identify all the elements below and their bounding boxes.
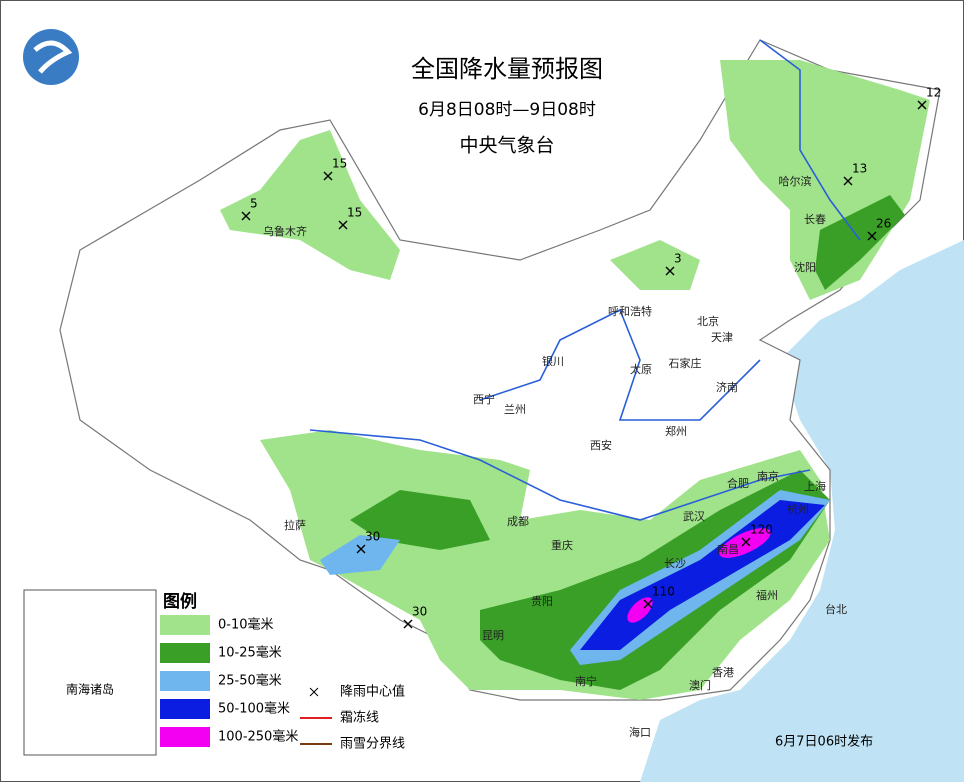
city-label: 武汉	[683, 510, 705, 523]
legend-symbol-label: 雨雪分界线	[340, 737, 405, 752]
city-label: 海口	[629, 725, 651, 739]
center-value: 13	[852, 162, 867, 176]
city-label: 贵阳	[531, 595, 553, 608]
sea	[640, 240, 964, 782]
legend-label: 50-100毫米	[218, 701, 290, 717]
city-label: 北京	[697, 314, 719, 328]
center-cross	[241, 211, 251, 221]
center-cross	[338, 220, 348, 230]
city-label: 福州	[756, 588, 778, 602]
city-label: 台北	[825, 602, 847, 616]
inset-label: 南海诸岛	[66, 682, 114, 697]
centers: 12 13 26 3 15 15 5 30 30 110 120	[241, 86, 941, 629]
city-label: 重庆	[551, 538, 573, 552]
city-label: 合肥	[727, 476, 749, 490]
city-label: 南京	[757, 469, 779, 483]
center-value: 26	[876, 217, 891, 231]
center-cross	[643, 599, 653, 609]
logo	[23, 29, 79, 85]
center-cross	[665, 266, 675, 276]
legend-swatch	[160, 699, 210, 719]
city-label: 兰州	[504, 403, 526, 416]
center-cross	[403, 619, 413, 629]
city-label: 南宁	[575, 674, 597, 688]
legend-swatch	[160, 671, 210, 691]
center-value: 15	[347, 206, 362, 220]
legend-symbol	[309, 687, 319, 697]
center-value: 110	[652, 585, 675, 599]
city-label: 西安	[590, 438, 612, 452]
center-value: 5	[250, 197, 258, 211]
legend: 0-10毫米 10-25毫米 25-50毫米 50-100毫米 100-250毫米 降雨中…	[160, 615, 405, 752]
city-label: 香港	[712, 666, 734, 679]
city-label: 呼和浩特	[608, 304, 652, 318]
rain-area	[610, 240, 700, 290]
legend-swatch	[160, 615, 210, 635]
inset	[23, 589, 157, 756]
legend-swatch	[160, 643, 210, 663]
center-value: 12	[926, 86, 941, 100]
city-label: 郑州	[665, 424, 687, 438]
city-label: 澳门	[689, 678, 711, 692]
center-cross	[323, 171, 333, 181]
rain-area	[350, 490, 490, 550]
legend-label: 25-50毫米	[218, 673, 282, 689]
center-cross	[867, 231, 877, 241]
city-label: 杭州	[787, 502, 809, 516]
center-cross	[741, 537, 751, 547]
city-label: 银川	[542, 354, 564, 368]
city-label: 长沙	[664, 557, 686, 570]
city-label: 南昌	[717, 543, 739, 556]
city-label: 西宁	[473, 392, 495, 406]
rain-area	[627, 597, 653, 623]
legend-label: 10-25毫米	[218, 645, 282, 661]
center-value: 30	[365, 530, 380, 544]
center-value: 3	[674, 252, 682, 266]
center-value: 30	[412, 605, 427, 619]
rivers	[309, 39, 861, 521]
city-label: 上海	[804, 479, 826, 493]
title: 全国降水量预报图	[411, 55, 603, 83]
center-cross	[917, 100, 927, 110]
legend-label: 0-10毫米	[218, 617, 274, 633]
issued: 6月7日06时发布	[775, 734, 873, 750]
issuer: 中央气象台	[459, 135, 554, 157]
period: 6月8日08时—9日08时	[418, 100, 596, 120]
rain-areas	[220, 60, 930, 700]
legend-title: 图例	[163, 591, 197, 612]
city-label: 乌鲁木齐	[263, 224, 307, 238]
center-cross	[356, 544, 366, 554]
city-label: 太原	[630, 363, 652, 376]
center-value: 15	[332, 157, 347, 171]
city-label: 石家庄	[669, 356, 702, 370]
city-label: 拉萨	[284, 518, 306, 532]
city-label: 昆明	[482, 629, 504, 642]
legend-label: 100-250毫米	[218, 729, 298, 745]
city-label: 沈阳	[794, 260, 816, 274]
city-label: 长春	[804, 213, 826, 226]
legend-swatch	[160, 727, 210, 747]
city-label: 济南	[716, 380, 738, 394]
legend-symbol-label: 霜冻线	[340, 710, 379, 726]
rain-area	[220, 130, 400, 280]
center-cross	[843, 176, 853, 186]
legend-symbol-label: 降雨中心值	[340, 684, 405, 700]
city-label: 成都	[507, 515, 529, 528]
rain-area	[320, 535, 400, 575]
rain-area	[815, 195, 905, 290]
city-label: 天津	[711, 331, 733, 344]
city-label: 哈尔滨	[779, 174, 812, 188]
center-value: 120	[750, 523, 773, 537]
